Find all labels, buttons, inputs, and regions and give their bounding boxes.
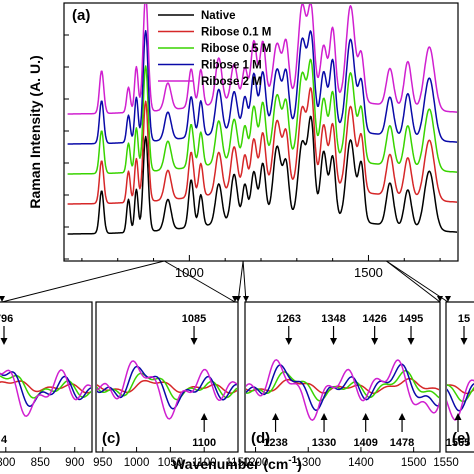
inset-panel: 800 850 900 4 796 xyxy=(0,301,93,469)
difference-line xyxy=(0,369,91,417)
peak-label: 1409 xyxy=(353,437,377,449)
x-tick-label: 1000 xyxy=(124,457,150,469)
x-tick-label: 1050 xyxy=(158,457,184,469)
x-tick-label: 900 xyxy=(65,457,84,469)
difference-traces xyxy=(447,379,474,421)
connector-arrow xyxy=(0,296,5,302)
peak-arrow-head xyxy=(0,338,8,345)
connector-arrow xyxy=(445,296,451,302)
difference-traces xyxy=(246,359,439,421)
peak-arrow-head xyxy=(190,338,198,345)
x-tick-label: 850 xyxy=(31,457,50,469)
peak-arrow-head xyxy=(460,338,468,345)
peak-arrow-head xyxy=(454,413,462,420)
peak-arrow-head xyxy=(200,413,208,420)
panel-letter: (c) xyxy=(102,430,120,447)
connector-line xyxy=(1,260,165,303)
spectrum-line xyxy=(67,29,457,145)
inset-frame xyxy=(95,301,239,453)
connector-line xyxy=(164,260,236,303)
inset-panels: 800 850 900 4 796 950 1000 1050 1100 1150 (c) 1085 1… xyxy=(0,301,474,469)
difference-line xyxy=(0,380,91,394)
peak-label: 1263 xyxy=(277,313,301,325)
difference-line xyxy=(447,383,474,412)
connector-line xyxy=(386,260,441,303)
spectrum-line xyxy=(67,4,457,115)
legend-entry: Ribose 0.5 M xyxy=(201,43,271,55)
x-tick-label: 1500 xyxy=(354,265,383,280)
legend-entry: Native xyxy=(201,10,236,22)
difference-traces xyxy=(0,369,91,417)
x-tick-label: 1550 xyxy=(433,457,459,469)
connector-arrow xyxy=(235,296,241,302)
peak-arrow-head xyxy=(371,338,379,345)
difference-line xyxy=(0,374,91,399)
legend-entry: Ribose 1 M xyxy=(201,60,262,72)
inset-frame xyxy=(0,301,93,453)
inset-panel: 950 1000 1050 1100 1150 (c) 1085 1100 xyxy=(93,301,251,469)
difference-line xyxy=(246,359,439,421)
difference-line xyxy=(447,384,474,395)
panel-letter: (d) xyxy=(251,430,270,447)
corner-label: 4 xyxy=(1,434,8,446)
panel-letter: (e) xyxy=(452,430,470,447)
connector-line xyxy=(386,260,449,303)
peak-label: 1348 xyxy=(321,313,345,325)
y-axis-title: Raman Intensity (A. U.) xyxy=(27,55,43,208)
peak-label: 1085 xyxy=(182,313,206,325)
inset-frame xyxy=(445,301,474,453)
x-tick-label: 1000 xyxy=(175,265,204,280)
difference-traces xyxy=(97,360,237,420)
legend-entry: Ribose 2 M xyxy=(201,76,262,88)
difference-line xyxy=(447,379,474,421)
spectra-group xyxy=(67,4,457,235)
peak-label: 1330 xyxy=(312,437,336,449)
main-panel-a: 1000 1500 Raman Intensity (A. U.) (a) Native… xyxy=(27,2,459,280)
peak-label: 1238 xyxy=(263,437,287,449)
difference-line xyxy=(0,371,91,408)
peak-arrow-head xyxy=(362,413,370,420)
difference-line xyxy=(447,384,474,403)
peak-label: 1495 xyxy=(399,313,423,325)
x-tick-label: 1300 xyxy=(295,457,321,469)
connector-line xyxy=(237,260,244,303)
x-tick-label: 1500 xyxy=(401,457,427,469)
difference-line xyxy=(246,363,439,411)
x-tick-label: 1200 xyxy=(243,457,269,469)
inset-frame xyxy=(244,301,441,453)
peak-label: 15 xyxy=(458,313,470,325)
spectrum-line xyxy=(67,87,457,205)
difference-line xyxy=(97,360,237,420)
connector-arrow xyxy=(243,296,249,302)
peak-arrow-head xyxy=(407,338,415,345)
legend-entry: Ribose 0.1 M xyxy=(201,27,271,39)
peak-label: 1426 xyxy=(362,313,386,325)
zoom-connector-lines xyxy=(0,260,451,303)
peak-label: 796 xyxy=(0,313,13,325)
spectrum-line xyxy=(67,115,457,235)
connector-line xyxy=(242,260,247,303)
peak-arrow-head xyxy=(330,338,338,345)
spectrum-line xyxy=(67,58,457,175)
x-tick-label: 800 xyxy=(0,457,15,469)
x-tick-label: 1400 xyxy=(348,457,374,469)
x-tick-label: 950 xyxy=(93,457,112,469)
inset-panel: 1550 (e) 15 1565 xyxy=(433,301,474,469)
shared-x-axis-title: Wavenumber (cm-1) xyxy=(172,455,302,472)
difference-line xyxy=(97,365,237,410)
peak-label: 1478 xyxy=(390,437,414,449)
peak-arrow-head xyxy=(320,413,328,420)
inset-panel: 1200 1300 1400 1500 (d) 1263 1348 1426 1495 1238 1… xyxy=(243,301,441,469)
peak-label: 1100 xyxy=(192,437,216,449)
x-tick-label: 1150 xyxy=(226,457,251,469)
panel-letter-a: (a) xyxy=(72,7,90,24)
peak-arrow-head xyxy=(398,413,406,420)
legend: Native Ribose 0.1 M Ribose 0.5 M Ribose 1 M… xyxy=(158,10,271,88)
peak-arrow-head xyxy=(272,413,280,420)
x-tick-label: 1100 xyxy=(192,457,217,469)
plot-frame xyxy=(63,2,459,262)
peak-label: 1565 xyxy=(446,437,470,449)
peak-arrow-head xyxy=(285,338,293,345)
